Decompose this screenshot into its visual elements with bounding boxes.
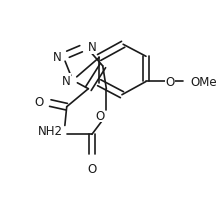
Text: NH2: NH2 — [37, 125, 62, 138]
Text: O: O — [165, 76, 175, 89]
Text: O: O — [95, 109, 104, 122]
Text: N: N — [52, 51, 61, 63]
Text: N: N — [52, 51, 61, 63]
Text: N: N — [62, 74, 71, 87]
Text: O: O — [87, 163, 97, 176]
Text: N: N — [62, 74, 71, 87]
Text: OMe: OMe — [190, 76, 217, 89]
Text: O: O — [34, 96, 43, 109]
Text: O: O — [34, 96, 43, 109]
Text: NH2: NH2 — [37, 125, 62, 138]
Text: O: O — [165, 76, 175, 89]
Text: O: O — [95, 109, 104, 122]
Text: N: N — [88, 41, 97, 54]
Text: N: N — [88, 41, 97, 54]
Text: OMe: OMe — [190, 76, 217, 89]
Text: O: O — [87, 163, 97, 176]
